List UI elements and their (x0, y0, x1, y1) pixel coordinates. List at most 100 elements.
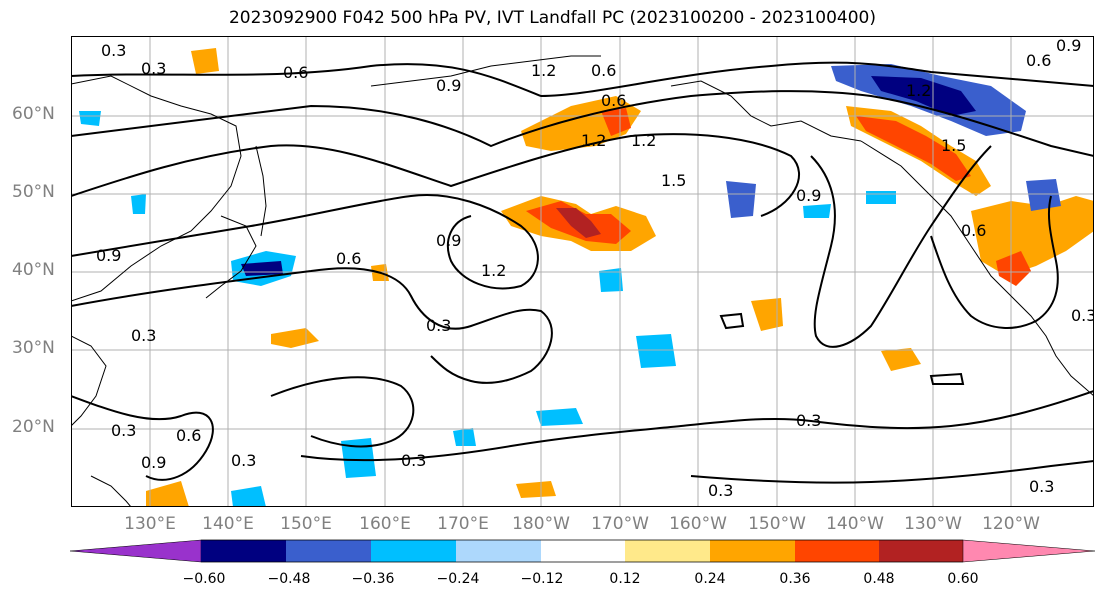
contour-label: 1.5 (661, 171, 686, 190)
colorbar-segment (710, 540, 795, 562)
pv-contours (71, 61, 1094, 484)
contour-label: 0.3 (401, 451, 426, 470)
colorbar-segment (879, 540, 963, 562)
anomaly-patch (881, 348, 921, 371)
anomaly-patch (146, 481, 189, 507)
map-panel: 0.3 0.3 0.6 0.9 1.2 0.6 0.6 1.2 1.5 0.9 … (71, 36, 1094, 507)
contour-label: 0.6 (336, 249, 361, 268)
contour-label: 0.3 (131, 326, 156, 345)
lon-label: 150°E (280, 514, 332, 534)
negative-anomaly-fills (79, 64, 1061, 507)
colorbar-tick: 0.12 (609, 571, 641, 587)
lat-label: 60°N (12, 104, 55, 124)
lon-label: 170°W (591, 514, 649, 534)
anomaly-patch (341, 438, 376, 478)
anomaly-patch (191, 48, 219, 74)
colorbar-segment (456, 540, 541, 562)
lat-label: 50°N (12, 182, 55, 202)
colorbar-tick: −0.24 (436, 571, 480, 587)
contour-label: 0.6 (176, 426, 201, 445)
lat-label: 30°N (12, 338, 55, 358)
lon-label: 170°E (437, 514, 489, 534)
lon-label: 180°W (512, 514, 570, 534)
colorbar-tick: 0.60 (947, 571, 979, 587)
contour-label: 1.2 (631, 131, 656, 150)
contour-label: 0.9 (1056, 36, 1081, 55)
lon-label: 130°E (124, 514, 176, 534)
contour-label: 0.6 (601, 91, 626, 110)
colorbar-outline (201, 539, 963, 563)
colorbar (70, 539, 1096, 563)
contour-label: 0.9 (436, 231, 461, 250)
colorbar-tick: 0.36 (779, 571, 811, 587)
anomaly-patch (271, 328, 319, 348)
anomaly-patch (856, 116, 971, 181)
anomaly-patch (751, 298, 783, 331)
anomaly-patch (971, 196, 1094, 276)
colorbar-tick: 0.24 (694, 571, 726, 587)
contour-label: 0.3 (1029, 477, 1054, 496)
contour-label: 0.6 (283, 63, 308, 82)
contour-label: 0.3 (111, 421, 136, 440)
lon-label: 130°W (904, 514, 962, 534)
map-frame (71, 36, 1094, 507)
colorbar-tick: −0.12 (520, 571, 564, 587)
contour-label: 0.9 (141, 453, 166, 472)
contour-label: 0.9 (436, 76, 461, 95)
contour-label: 0.3 (708, 481, 733, 500)
anomaly-patch (601, 108, 631, 136)
lon-label: 120°W (982, 514, 1040, 534)
lon-label: 150°W (748, 514, 806, 534)
anomaly-patch (996, 251, 1031, 286)
anomaly-patch (636, 334, 676, 368)
contour-label: 0.3 (231, 451, 256, 470)
lat-lon-grid (71, 36, 1094, 507)
colorbar-tick: −0.60 (182, 571, 226, 587)
colorbar-tick: 0.48 (863, 571, 895, 587)
anomaly-patch (803, 204, 831, 218)
contour-label: 0.3 (796, 411, 821, 430)
anomaly-patch (599, 268, 623, 292)
colorbar-segment (201, 540, 286, 562)
lat-label: 40°N (12, 260, 55, 280)
contour-label: 0.9 (796, 186, 821, 205)
anomaly-patch (536, 408, 583, 426)
colorbar-tick: −0.48 (267, 571, 311, 587)
colorbar-segment (625, 540, 710, 562)
contour-label: 1.2 (906, 81, 931, 100)
contour-label: 0.3 (141, 59, 166, 78)
contour-label: 1.2 (581, 131, 606, 150)
colorbar-segment (371, 540, 456, 562)
colorbar-segment (541, 540, 625, 562)
anomaly-patch (131, 194, 146, 214)
lon-label: 160°W (669, 514, 727, 534)
lon-label: 140°W (826, 514, 884, 534)
coastlines (71, 55, 1094, 507)
anomaly-patch (871, 76, 976, 116)
colorbar-segment (286, 540, 371, 562)
contour-label: 0.6 (961, 221, 986, 240)
colorbar-tick: −0.36 (351, 571, 395, 587)
contour-label: 1.2 (531, 61, 556, 80)
anomaly-patch (1026, 179, 1061, 211)
anomaly-patch (556, 208, 601, 238)
map-title: 2023092900 F042 500 hPa PV, IVT Landfall… (228, 8, 876, 28)
anomaly-patch (866, 191, 896, 204)
contour-label: 0.6 (591, 61, 616, 80)
contour-label: 0.3 (426, 316, 451, 335)
contour-label: 0.6 (1026, 51, 1051, 70)
anomaly-patch (516, 481, 556, 498)
anomaly-patch (726, 181, 756, 218)
lon-label: 160°E (359, 514, 411, 534)
positive-anomaly-fills (146, 48, 1094, 507)
contour-label: 0.3 (101, 41, 126, 60)
anomaly-patch (453, 428, 476, 446)
contour-labels: 0.3 0.3 0.6 0.9 1.2 0.6 0.6 1.2 1.5 0.9 … (96, 36, 1094, 500)
colorbar-over-triangle (962, 539, 1096, 563)
anomaly-patch (231, 486, 266, 507)
contour-label: 0.9 (96, 246, 121, 265)
contour-label: 1.5 (941, 136, 966, 155)
anomaly-patch (79, 111, 101, 126)
colorbar-segment (795, 540, 879, 562)
colorbar-under-triangle (70, 539, 202, 563)
